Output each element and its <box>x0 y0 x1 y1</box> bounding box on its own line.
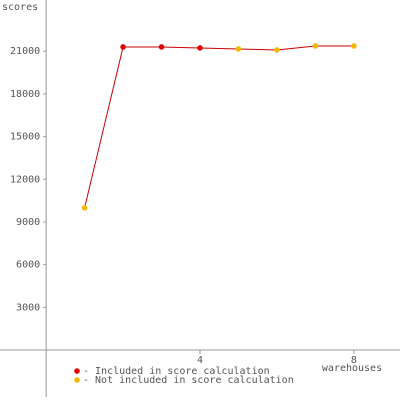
point <box>312 43 319 49</box>
y-tick-label: 21000 <box>10 46 40 57</box>
point <box>120 44 126 50</box>
x-tick-label: 4 <box>197 355 203 366</box>
legend-marker <box>74 377 80 383</box>
y-tick-label: 15000 <box>10 132 40 143</box>
y-tick-label: 3000 <box>16 302 40 313</box>
point <box>274 47 280 53</box>
line-segment <box>84 46 124 208</box>
y-tick-label: 12000 <box>10 174 40 185</box>
y-tick-label: 18000 <box>10 89 40 100</box>
point <box>158 44 165 50</box>
y-tick-label: 6000 <box>16 260 40 271</box>
point <box>197 45 203 51</box>
line-segment <box>199 47 239 50</box>
y-axis-label: scores <box>2 2 38 13</box>
y-tick-label: 9000 <box>16 217 40 228</box>
legend-marker <box>74 368 80 374</box>
line-segment <box>238 48 277 51</box>
legend-label: - Included in score calculation <box>83 366 270 377</box>
x-axis-label: warehouses <box>322 363 382 374</box>
legend-label: - Not included in score calculation <box>83 375 294 386</box>
x-tick-label: 8 <box>351 355 357 366</box>
point <box>351 43 357 49</box>
line-segment <box>161 46 201 49</box>
point <box>235 46 242 52</box>
line-segment <box>276 45 316 51</box>
point <box>81 204 88 211</box>
